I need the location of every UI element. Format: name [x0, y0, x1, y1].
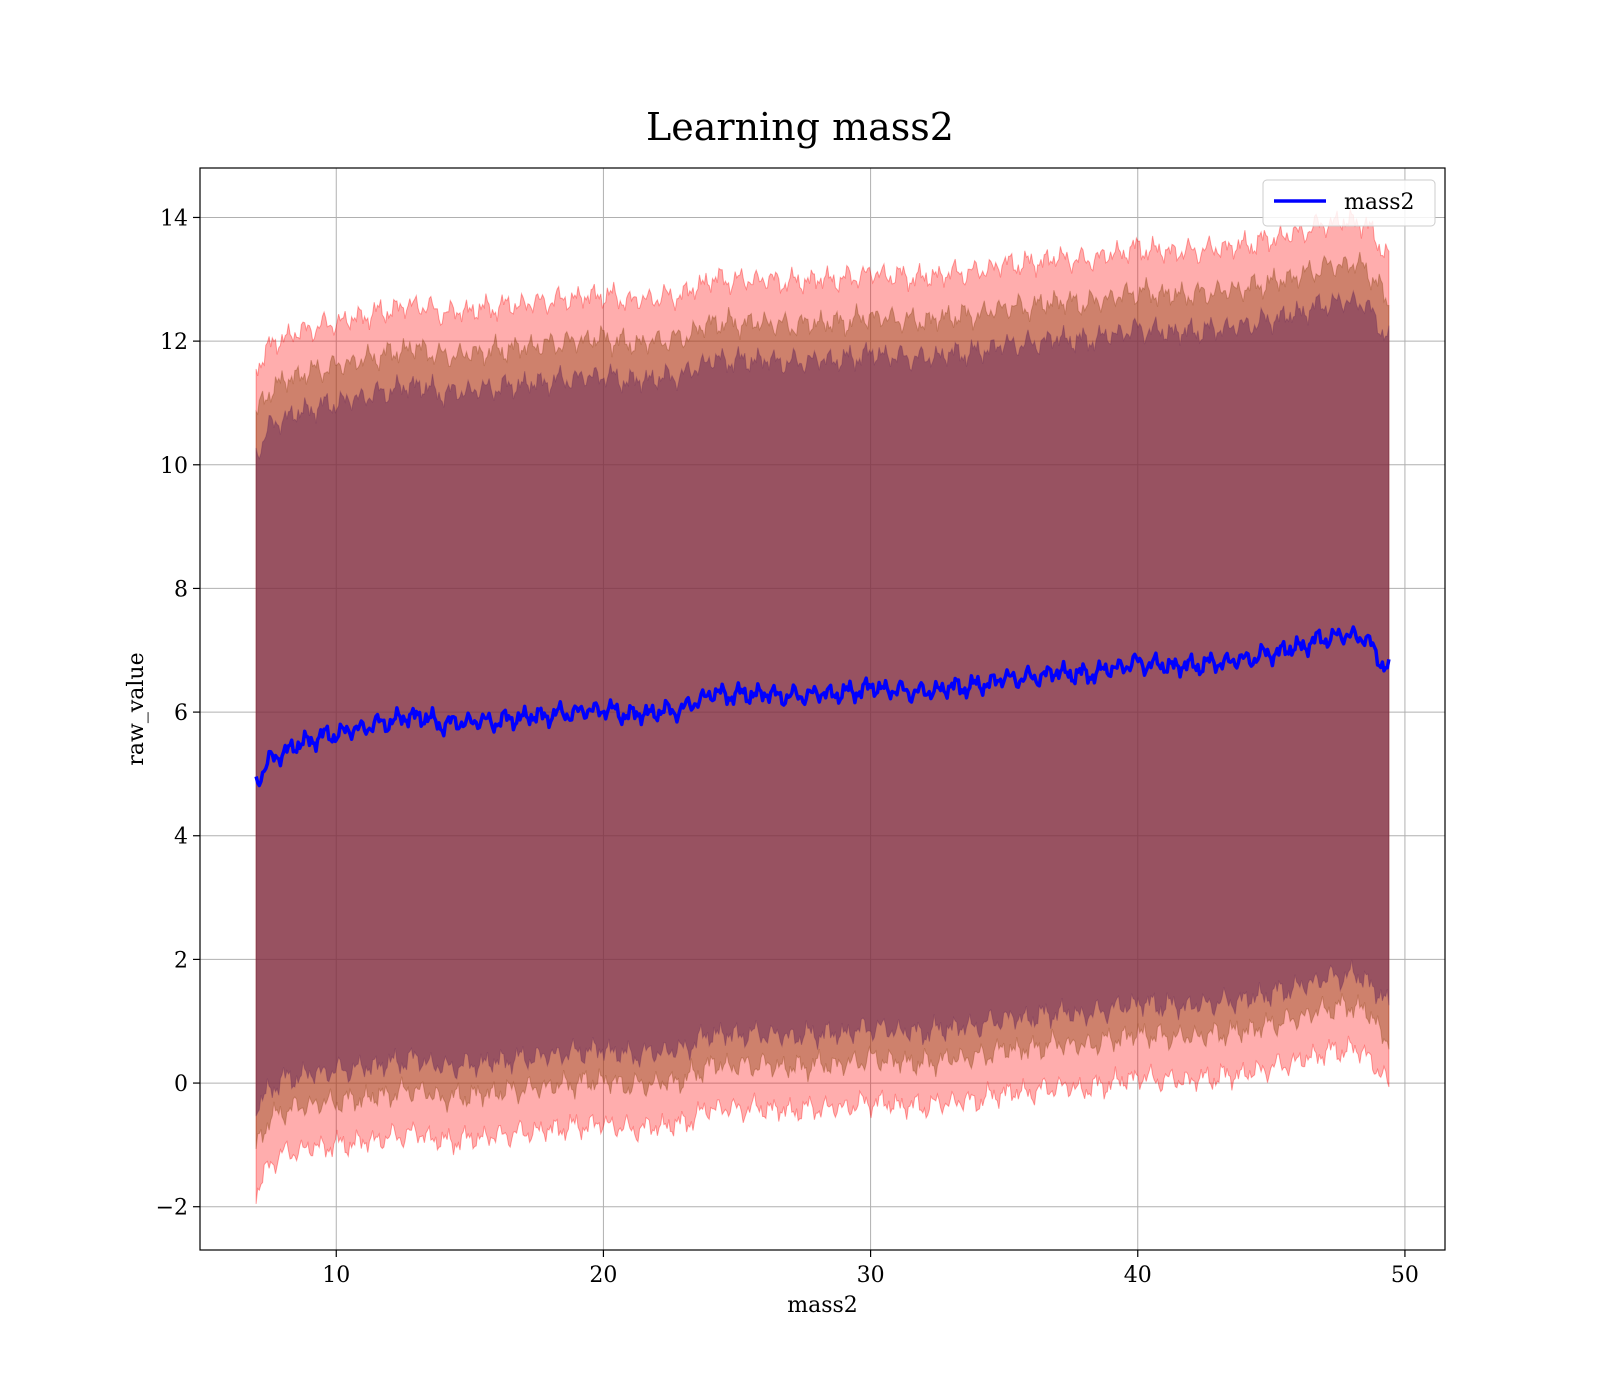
legend-box	[1262, 179, 1436, 227]
series-line-mass2	[254, 625, 1391, 788]
band-inner	[255, 289, 1390, 1117]
x-axis-label: mass2	[787, 1293, 858, 1318]
x-tick-label: 50	[1391, 1263, 1419, 1288]
y-tick-label: 8	[174, 577, 188, 602]
x-tick-label: 10	[322, 1263, 350, 1288]
x-tick-label: 20	[589, 1263, 617, 1288]
y-tick-label: 14	[160, 206, 188, 231]
y-tick-label: 0	[174, 1072, 188, 1097]
y-axis-ticks: −2 0 2 4 6 8 10 12 14	[156, 206, 200, 1221]
legend: mass2	[1262, 179, 1436, 227]
chart-title: Learning mass2	[646, 105, 954, 149]
series-lines	[254, 625, 1391, 788]
confidence-bands	[255, 209, 1390, 1204]
legend-entry-label: mass2	[1344, 190, 1415, 215]
y-tick-label: −2	[156, 1196, 188, 1221]
x-tick-label: 30	[857, 1263, 885, 1288]
y-tick-label: 4	[174, 825, 188, 850]
x-axis-ticks: 10 20 30 40 50	[322, 1250, 1419, 1288]
plot-frame	[199, 167, 1446, 1251]
x-tick-label: 40	[1124, 1263, 1152, 1288]
y-tick-label: 2	[174, 948, 188, 973]
y-axis-label: raw_value	[124, 652, 149, 765]
y-tick-label: 6	[174, 701, 188, 726]
y-tick-label: 10	[160, 454, 188, 479]
y-tick-label: 12	[160, 330, 188, 355]
